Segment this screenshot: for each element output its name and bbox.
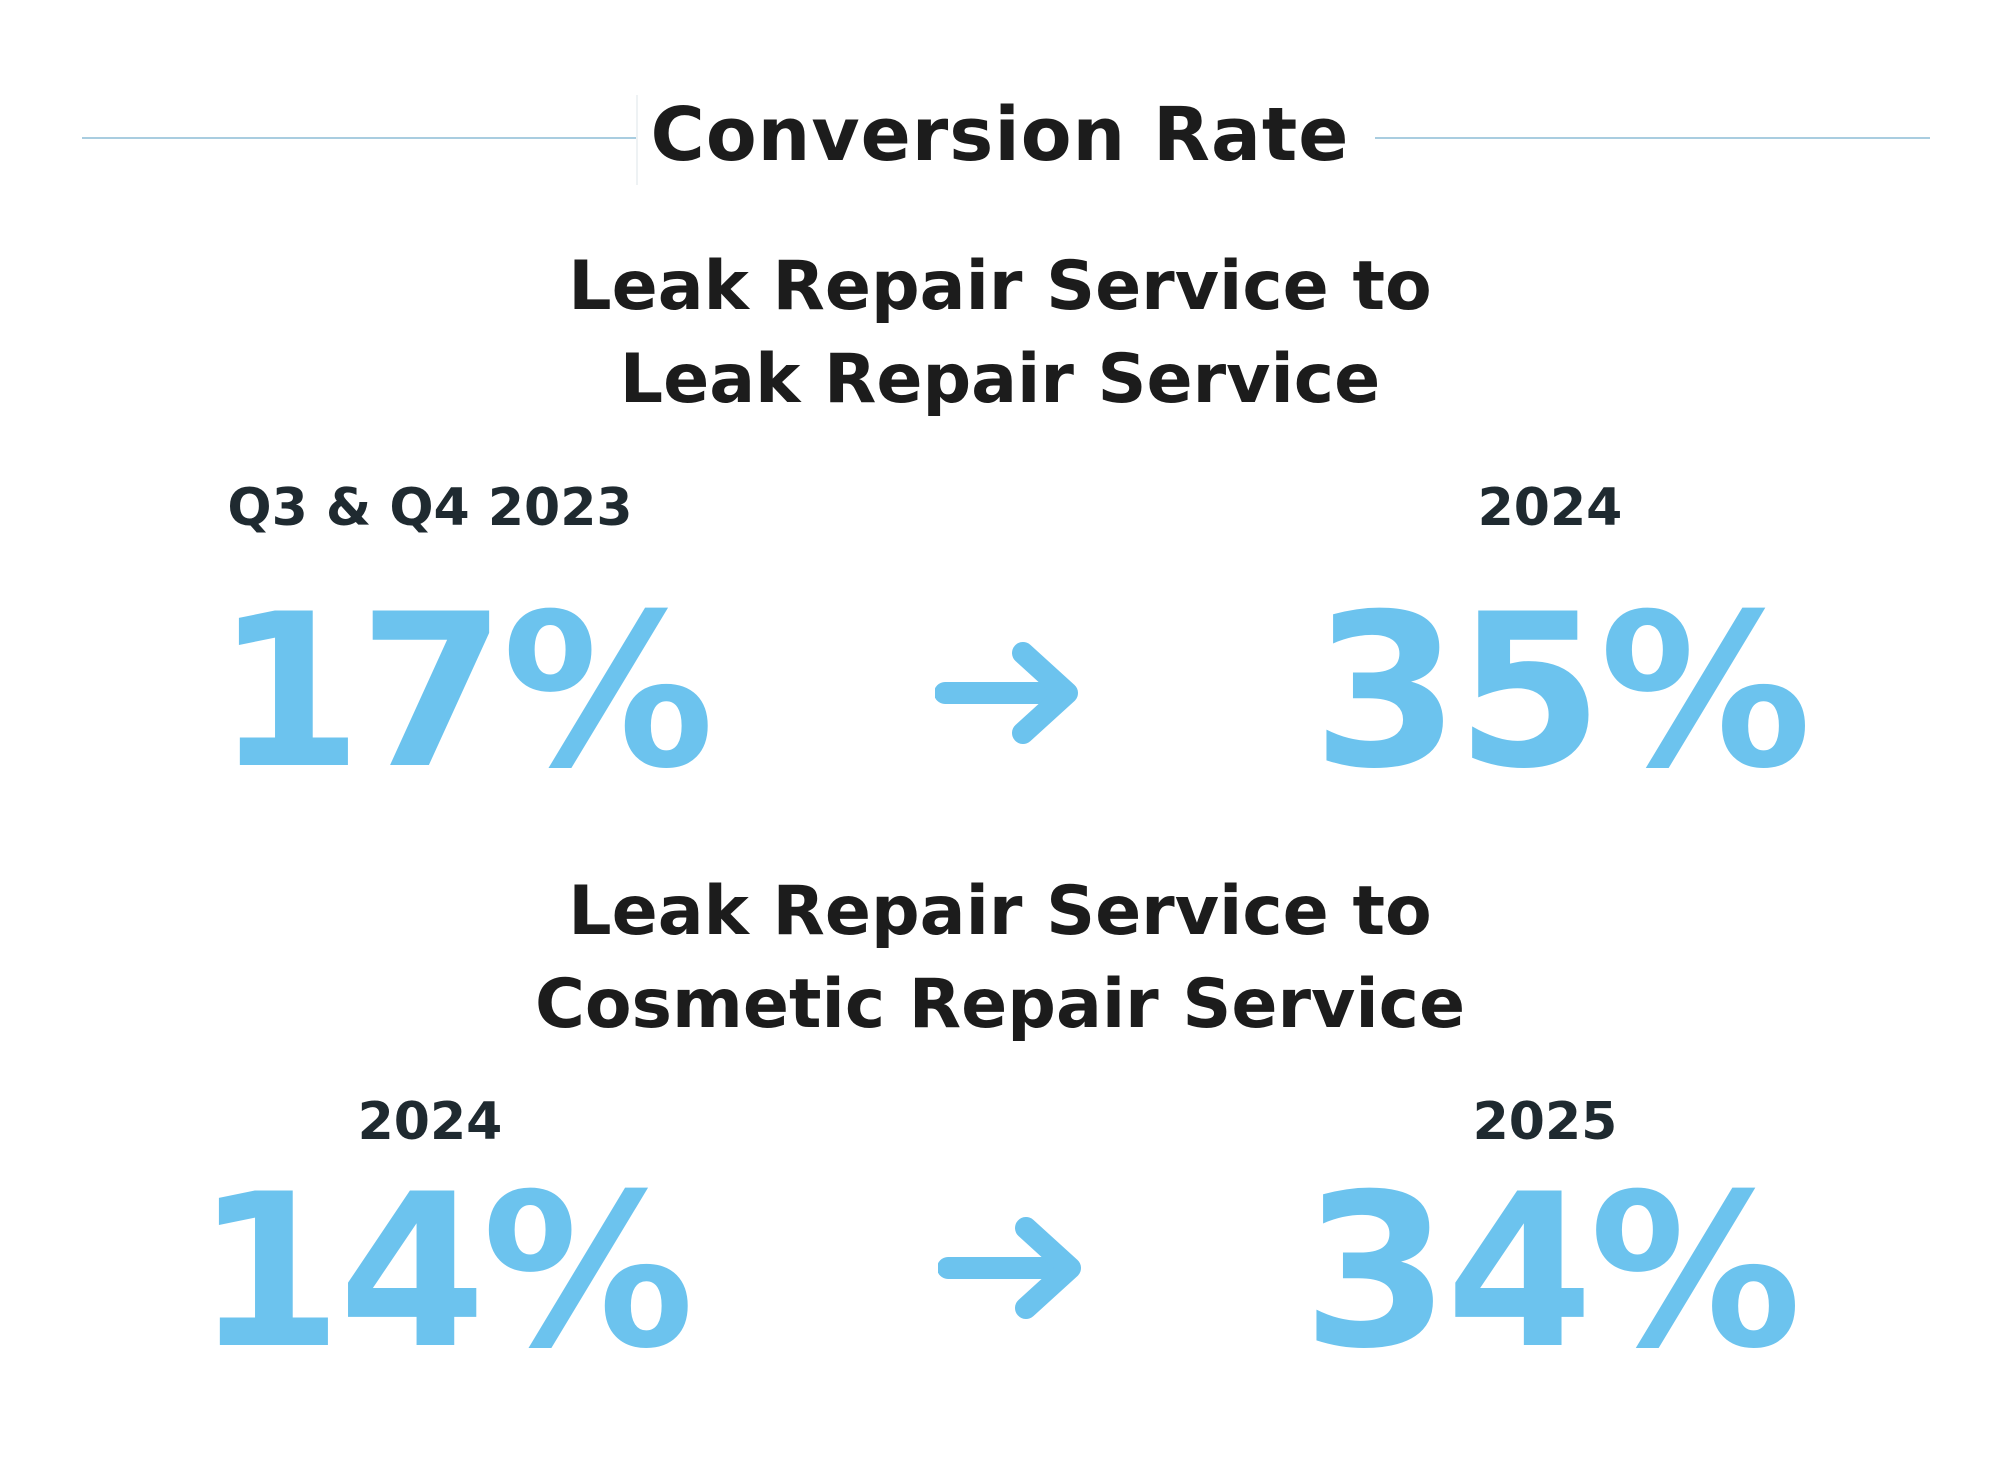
arrow-right-icon: [935, 642, 1078, 744]
from-rate-value: 17%: [215, 568, 714, 815]
section-title: Leak Repair Service to Leak Repair Servi…: [0, 240, 2000, 426]
to-rate-value: 34%: [1302, 1148, 1801, 1395]
header-rule-left: [82, 137, 637, 139]
to-period-label: 2024: [1477, 478, 1623, 538]
header-rule-divider: [636, 95, 638, 185]
to-rate-value: 35%: [1312, 568, 1811, 815]
section-title-line-1: Leak Repair Service to: [568, 872, 1432, 951]
section-title-line-2: Cosmetic Repair Service: [534, 965, 1466, 1044]
from-period-label: Q3 & Q4 2023: [227, 478, 633, 538]
page-title: Conversion Rate: [650, 92, 1350, 178]
header-rule-right: [1375, 137, 1930, 139]
to-period-label: 2025: [1472, 1092, 1618, 1152]
section-title: Leak Repair Service to Cosmetic Repair S…: [0, 865, 2000, 1051]
arrow-right-icon: [938, 1217, 1081, 1319]
from-rate-value: 14%: [195, 1148, 694, 1395]
section-title-line-1: Leak Repair Service to: [568, 247, 1432, 326]
from-period-label: 2024: [357, 1092, 503, 1152]
section-title-line-2: Leak Repair Service: [619, 340, 1381, 419]
